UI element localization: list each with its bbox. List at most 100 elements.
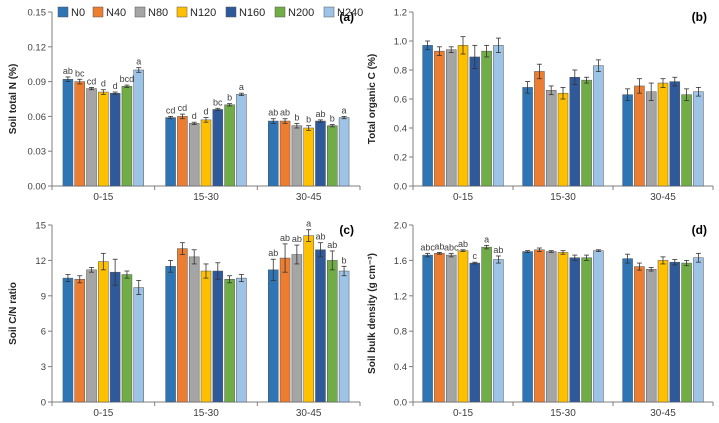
bar: [121, 274, 133, 403]
bar: [279, 257, 291, 403]
bar: [681, 262, 692, 403]
bar: [669, 81, 681, 187]
significance-label: d: [203, 107, 208, 117]
legend-swatch: [134, 6, 146, 18]
bar: [315, 120, 326, 187]
panel-label: (c): [339, 223, 354, 237]
y-tick-label: 0.4: [394, 124, 407, 135]
y-tick-label: 12: [35, 256, 46, 267]
bar: [645, 91, 657, 187]
bar: [657, 260, 669, 403]
bar: [645, 269, 657, 403]
bar: [534, 249, 545, 403]
significance-label: ab: [458, 239, 468, 249]
bar: [681, 94, 692, 187]
significance-label: ab: [280, 108, 290, 118]
y-tick-label: 0.2: [394, 153, 407, 164]
bar: [303, 235, 314, 403]
bar: [74, 81, 85, 187]
legend-swatch: [57, 6, 69, 18]
bar: [315, 249, 326, 403]
bar: [593, 250, 604, 403]
legend-label: N160: [239, 7, 265, 19]
chart-panel-3: 0 3 6 9 12 15 Soil C/N ratio (c) 0-15 15-30 30-45 a…: [8, 219, 361, 419]
significance-label: ab: [292, 234, 302, 244]
y-tick-label: 1.6: [394, 256, 407, 267]
significance-label: abc: [420, 242, 435, 252]
bar: [522, 251, 533, 403]
bar: [109, 271, 121, 403]
bar: [445, 49, 457, 187]
x-tick-label: 30-45: [296, 408, 322, 419]
bar: [268, 269, 279, 403]
bar: [581, 257, 592, 403]
y-tick-label: 0.15: [28, 8, 47, 19]
legend-label: N0: [71, 7, 85, 19]
significance-label: d: [101, 79, 106, 89]
bar: [693, 91, 704, 187]
y-tick-label: 1.0: [394, 37, 407, 48]
y-tick-label: 1.2: [394, 8, 407, 19]
bar: [86, 88, 97, 187]
y-tick-label: 0.03: [28, 147, 47, 158]
bar: [236, 277, 247, 403]
significance-label: bcd: [120, 74, 135, 84]
bar: [481, 246, 492, 403]
bar: [303, 127, 314, 187]
bar: [569, 257, 581, 403]
bar: [62, 79, 74, 187]
bar: [74, 279, 85, 403]
significance-label: a: [136, 57, 141, 67]
bar: [177, 116, 188, 187]
legend-swatch: [176, 6, 188, 18]
bar: [338, 270, 350, 403]
y-tick-label: 6: [41, 327, 46, 338]
legend-swatch: [323, 6, 335, 18]
bar: [212, 109, 224, 187]
x-tick-label: 0-15: [93, 192, 113, 203]
bar: [481, 50, 492, 187]
chart-panel-4: 0.0 0.4 0.8 1.2 1.6 2.0 Soil bulk density (g c…: [367, 221, 714, 419]
significance-label: a: [484, 234, 489, 244]
y-axis-label: Soil C/N ratio: [8, 282, 19, 345]
significance-label: cd: [178, 103, 188, 113]
significance-label: b: [330, 114, 335, 124]
bar: [86, 269, 97, 403]
y-tick-label: 2.0: [394, 221, 407, 232]
significance-label: bc: [75, 68, 85, 78]
bar: [422, 45, 433, 187]
significance-label: d: [192, 111, 197, 121]
bar: [109, 92, 121, 187]
significance-label: a: [342, 105, 347, 115]
y-tick-label: 0.4: [394, 362, 407, 373]
x-tick-label: 15-30: [193, 408, 219, 419]
y-tick-label: 0.8: [394, 66, 407, 77]
y-tick-label: 3: [41, 362, 46, 373]
bar: [434, 50, 445, 187]
significance-label: abc: [444, 242, 459, 252]
bar: [188, 256, 200, 403]
x-tick-label: 30-45: [650, 408, 676, 419]
significance-label: b: [227, 93, 232, 103]
significance-label: a: [239, 82, 244, 92]
significance-label: b: [342, 255, 347, 265]
bar: [469, 56, 481, 187]
bar: [457, 45, 469, 187]
significance-label: ab: [327, 240, 337, 250]
bar: [693, 257, 704, 403]
bar: [133, 69, 144, 187]
bar: [200, 270, 212, 403]
significance-label: d: [113, 81, 118, 91]
bar: [177, 248, 188, 403]
bar: [657, 82, 669, 187]
bar: [188, 123, 200, 187]
legend-label: N240: [337, 7, 363, 19]
significance-label: ab: [315, 109, 325, 119]
bar: [593, 65, 604, 187]
legend-swatch: [225, 6, 237, 18]
bar: [279, 120, 291, 187]
significance-label: ab: [434, 241, 444, 251]
bar: [291, 125, 303, 187]
y-tick-label: 0.0: [394, 398, 407, 409]
bar: [545, 90, 557, 187]
